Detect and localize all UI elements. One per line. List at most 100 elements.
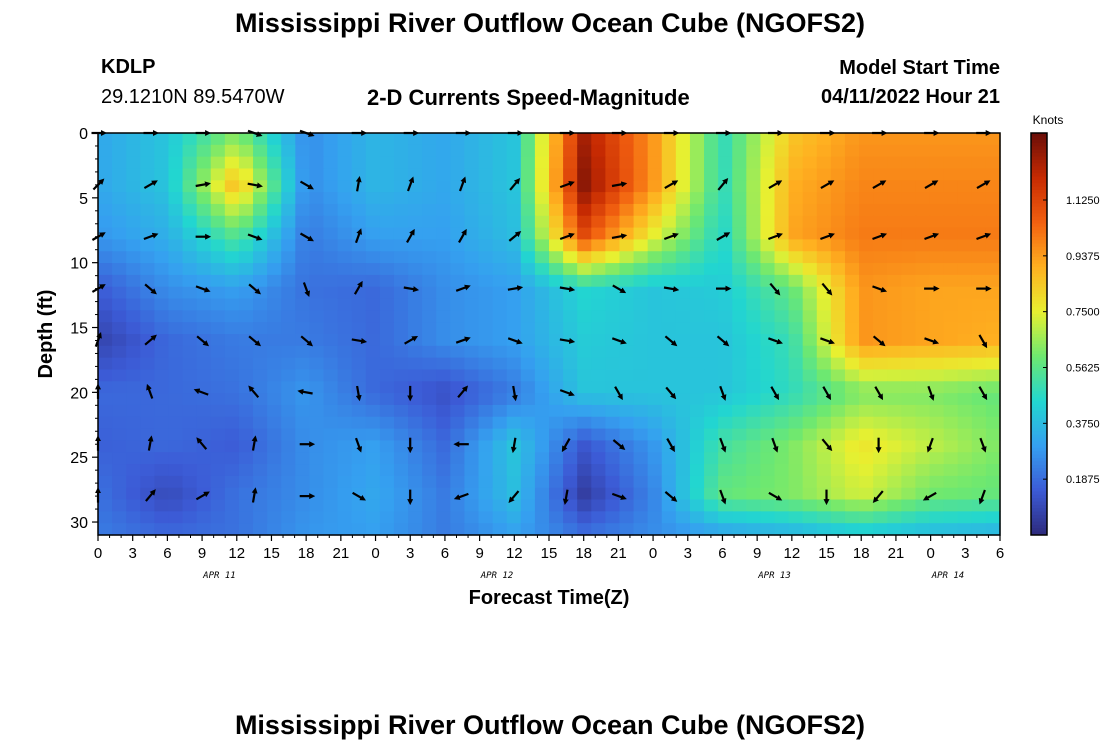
heatmap-cell	[647, 357, 663, 371]
heatmap-cell	[408, 487, 423, 501]
heatmap-cell	[112, 263, 127, 276]
heatmap-cell	[436, 499, 451, 512]
heatmap-cell	[661, 464, 677, 477]
heatmap-cell	[422, 180, 437, 193]
heatmap-cell	[520, 334, 536, 347]
heatmap-cell	[323, 393, 339, 406]
heatmap-cell	[704, 393, 719, 406]
heatmap-cell	[788, 357, 804, 371]
heatmap-cell	[182, 168, 198, 181]
heatmap-cell	[126, 227, 141, 241]
heatmap-cell	[238, 227, 254, 241]
heatmap-cell	[436, 192, 451, 205]
heatmap-cell	[182, 499, 198, 512]
heatmap-cell	[379, 511, 395, 524]
colorbar-band	[1031, 179, 1047, 184]
heatmap-cell	[788, 345, 804, 359]
heatmap-cell	[619, 345, 635, 359]
heatmap-cell	[549, 523, 564, 536]
heatmap-cell	[224, 215, 240, 229]
heatmap-cell	[295, 215, 310, 229]
heatmap-cell	[520, 215, 536, 229]
heatmap-cell	[436, 286, 451, 300]
heatmap-cell	[238, 452, 254, 465]
current-arrow	[507, 337, 523, 345]
heatmap-cell	[788, 404, 804, 418]
heatmap-cell	[534, 393, 550, 406]
heatmap-cell	[506, 133, 522, 146]
heatmap-cell	[675, 428, 691, 442]
heatmap-cell	[365, 428, 381, 442]
heatmap-cell	[647, 215, 663, 229]
heatmap-cell	[182, 416, 198, 430]
heatmap-cell	[971, 286, 987, 300]
heatmap-cell	[210, 144, 226, 158]
current-arrow	[922, 491, 937, 501]
heatmap-cell	[506, 499, 522, 512]
heatmap-cell	[943, 203, 959, 217]
heatmap-cell	[943, 452, 959, 465]
heatmap-cell	[351, 133, 367, 146]
heatmap-cell	[534, 274, 550, 288]
heatmap-cell	[619, 263, 635, 276]
current-arrow	[195, 491, 210, 501]
heatmap-cell	[746, 487, 761, 501]
heatmap-cell	[267, 345, 282, 359]
heatmap-cell	[422, 393, 437, 406]
heatmap-cell	[520, 156, 536, 170]
heatmap-cell	[534, 156, 550, 170]
colorbar-band	[1031, 149, 1047, 154]
heatmap-cell	[563, 393, 578, 406]
heatmap-cell	[633, 440, 649, 453]
heatmap-cell	[830, 322, 846, 335]
heatmap-cell	[98, 310, 113, 323]
heatmap-cell	[816, 156, 832, 170]
heatmap-cell	[196, 298, 212, 311]
heatmap-cell	[577, 263, 592, 276]
heatmap-cell	[238, 475, 254, 489]
heatmap-cell	[267, 168, 282, 181]
heatmap-cell	[788, 475, 804, 489]
heatmap-cell	[605, 428, 621, 442]
heatmap-cell	[689, 357, 705, 371]
heatmap-cell	[309, 428, 325, 442]
heatmap-cell	[112, 227, 127, 241]
heatmap-cell	[98, 523, 113, 536]
colorbar-band	[1031, 246, 1047, 251]
heatmap-cell	[520, 322, 536, 335]
heatmap-cell	[464, 369, 480, 382]
heatmap-cell	[971, 133, 987, 146]
heatmap-cell	[520, 203, 536, 217]
heatmap-cell	[859, 404, 874, 418]
heatmap-cell	[929, 357, 945, 371]
heatmap-cell	[168, 345, 184, 359]
heatmap-cell	[534, 416, 550, 430]
heatmap-cell	[154, 487, 170, 501]
y-tick-label: 10	[70, 256, 88, 273]
heatmap-cell	[478, 322, 494, 335]
heatmap-cell	[704, 156, 719, 170]
heatmap-cell	[126, 523, 141, 536]
heatmap-cell	[478, 156, 494, 170]
heatmap-cell	[718, 298, 733, 311]
heatmap-cell	[591, 499, 606, 512]
heatmap-cell	[379, 298, 395, 311]
heatmap-cell	[182, 144, 198, 158]
heatmap-cell	[577, 404, 592, 418]
heatmap-cell	[985, 464, 1001, 477]
heatmap-cell	[393, 239, 409, 252]
heatmap-cell	[591, 393, 606, 406]
heatmap-cell	[154, 404, 170, 418]
current-arrow	[820, 180, 835, 190]
heatmap-cell	[323, 215, 339, 229]
heatmap-cell	[957, 227, 973, 241]
heatmap-cell	[98, 357, 113, 371]
heatmap-cell	[704, 322, 719, 335]
heatmap-cell	[267, 452, 282, 465]
heatmap-cell	[464, 452, 480, 465]
heatmap-cell	[873, 133, 888, 146]
heatmap-cell	[563, 428, 578, 442]
heatmap-cell	[647, 251, 663, 264]
heatmap-cell	[422, 369, 437, 382]
heatmap-cell	[238, 203, 254, 217]
